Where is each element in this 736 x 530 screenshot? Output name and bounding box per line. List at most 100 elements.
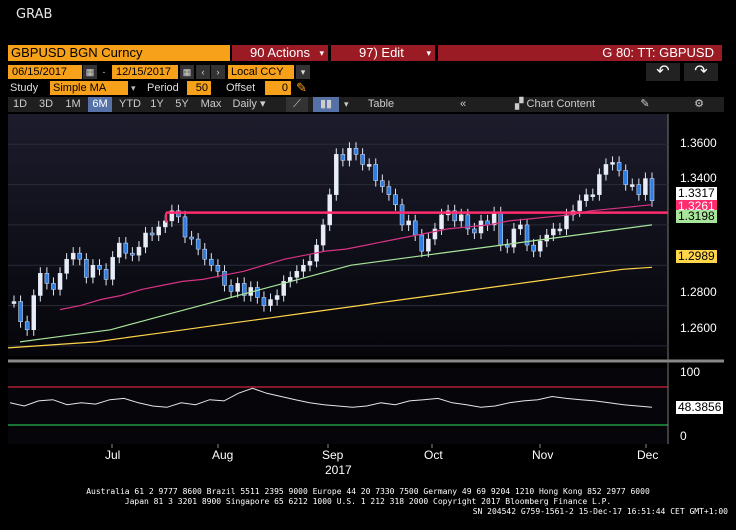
offset-input[interactable]: 0 <box>265 81 291 95</box>
study-select[interactable]: Simple MA <box>50 81 128 95</box>
chevron-down-icon[interactable]: ▾ <box>131 83 136 93</box>
candle-body <box>294 271 300 278</box>
candle-body <box>228 285 234 292</box>
gear-icon[interactable]: ⚙ <box>694 98 704 110</box>
edit-menu[interactable]: 97) Edit ▾ <box>331 45 435 61</box>
actions-menu[interactable]: 90 Actions ▾ <box>232 45 328 61</box>
period-input[interactable]: 50 <box>187 81 211 95</box>
price-panel-gradient <box>8 114 668 356</box>
candle-body <box>380 180 385 187</box>
candle-body <box>524 224 530 246</box>
prev-period-button[interactable]: ‹ <box>196 65 210 79</box>
candle-body <box>412 220 418 236</box>
candle-body <box>11 301 17 304</box>
study-label: Study <box>10 82 39 94</box>
candle-body <box>334 154 339 195</box>
resistance-price-label: 1.3261 <box>676 199 717 213</box>
candle-body <box>64 258 69 274</box>
candle-body <box>143 232 148 248</box>
candle-body <box>97 265 102 270</box>
candle-body <box>57 273 63 290</box>
offset-label: Offset <box>226 82 256 94</box>
candle-body <box>399 204 405 226</box>
calendar-icon[interactable]: ▦ <box>83 65 97 79</box>
frequency-select[interactable]: Daily ▾ <box>232 98 266 110</box>
candle-body <box>643 178 648 195</box>
candle-body <box>84 258 89 278</box>
ma-mid-price-label: 1.3198 <box>676 209 717 223</box>
period-label: Period <box>147 82 179 94</box>
redo-button[interactable]: ↷ <box>684 63 718 81</box>
range-tab-6m[interactable]: 6M <box>88 97 112 112</box>
candle-body <box>90 265 96 278</box>
candle-body <box>603 164 609 175</box>
undo-button[interactable]: ↶ <box>646 63 680 81</box>
price-chart[interactable] <box>0 112 736 452</box>
month-label: Oct <box>424 448 443 462</box>
candle-body <box>281 281 286 296</box>
month-label: Sep <box>322 448 344 462</box>
candle-body <box>44 273 50 284</box>
candle-body <box>597 174 602 195</box>
candle-body <box>459 214 464 222</box>
chart-toolbar <box>8 97 724 112</box>
candlestick-icon[interactable]: ▮▮ <box>313 97 339 112</box>
candle-body <box>261 297 267 306</box>
month-label: Aug <box>212 448 234 462</box>
function-title: G 80: TT: GBPUSD <box>438 45 722 61</box>
candle-body <box>557 228 563 232</box>
candle-body <box>215 265 221 272</box>
candle-body <box>51 283 56 290</box>
start-date-field[interactable]: 06/15/2017 <box>8 65 82 79</box>
range-tab-ytd[interactable]: YTD <box>119 98 141 110</box>
footer-contacts-2: Japan 81 3 3201 8900 Singapore 65 6212 1… <box>124 497 612 506</box>
range-tab-1m[interactable]: 1M <box>65 98 81 110</box>
candle-body <box>301 265 306 272</box>
candle-body <box>616 162 622 171</box>
chart-content-button[interactable]: ▞ Chart Content <box>505 97 605 112</box>
end-date-field[interactable]: 12/15/2017 <box>112 65 178 79</box>
candle-body <box>38 273 43 296</box>
range-tab-3d[interactable]: 3D <box>38 98 54 110</box>
ma-slow-price-label: 1.2989 <box>676 249 717 263</box>
candle-body <box>386 186 392 195</box>
range-tab-max[interactable]: Max <box>200 98 222 110</box>
security-field[interactable]: GBPUSD BGN Curncy <box>8 45 230 61</box>
range-tab-1y[interactable]: 1Y <box>150 98 164 110</box>
line-chart-icon[interactable]: ⟋ <box>286 97 308 112</box>
price-tick: 1.2600 <box>680 321 717 335</box>
currency-field[interactable]: Local CCY <box>228 65 294 79</box>
candle-body <box>649 178 655 201</box>
edit-label: 97) Edit <box>359 45 404 60</box>
candle-body <box>366 164 372 167</box>
candle-body <box>24 321 30 331</box>
candle-body <box>623 170 628 185</box>
candle-body <box>426 238 431 252</box>
collapse-left-icon[interactable]: « <box>459 98 467 110</box>
candle-body <box>636 184 642 195</box>
pencil-icon[interactable]: ✎ <box>296 80 307 95</box>
candle-body <box>544 234 550 242</box>
candle-body <box>511 228 517 248</box>
candle-body <box>498 212 503 246</box>
candle-body <box>518 224 523 230</box>
range-tab-5y[interactable]: 5Y <box>175 98 189 110</box>
candle-body <box>274 295 280 300</box>
price-tick: 1.3400 <box>680 171 717 185</box>
candle-body <box>577 200 582 212</box>
edit-chart-icon[interactable]: ✎ <box>640 98 650 110</box>
candle-body <box>505 244 510 248</box>
chevron-down-icon[interactable]: ▾ <box>296 65 310 79</box>
chevron-down-icon[interactable]: ▾ <box>344 99 349 109</box>
price-tick: 1.3600 <box>680 136 717 150</box>
candle-body <box>472 228 477 234</box>
candle-body <box>136 246 142 256</box>
next-period-button[interactable]: › <box>211 65 225 79</box>
date-separator: - <box>97 65 111 79</box>
candle-body <box>103 269 109 280</box>
table-button[interactable]: Table <box>367 98 395 110</box>
candle-body <box>255 287 260 298</box>
calendar-icon[interactable]: ▦ <box>180 65 194 79</box>
oscillator-line <box>9 387 653 408</box>
range-tab-1d[interactable]: 1D <box>12 98 28 110</box>
